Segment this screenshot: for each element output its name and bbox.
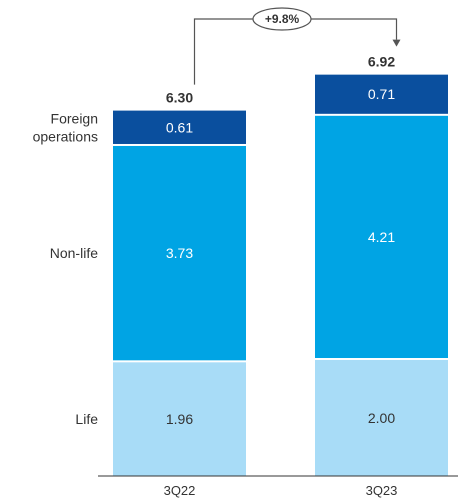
series-label-line: Foreign [51, 110, 98, 126]
category-tick-label: 3Q22 [164, 483, 196, 498]
growth-label: +9.8% [265, 12, 300, 26]
category-labels: 3Q22 3Q23 [164, 483, 398, 498]
data-label: 0.71 [368, 86, 395, 102]
bar-segment [315, 115, 448, 358]
bar-segment [113, 362, 246, 476]
growth-arrow-icon [392, 39, 401, 47]
growth-connector: +9.8% [193, 7, 401, 85]
series-label-line: operations [33, 128, 98, 144]
growth-badge [252, 7, 312, 31]
bar-segment [113, 145, 246, 361]
bar-group: 1.96 3.73 0.61 6.30 2.00 4.21 0.71 6.92 [113, 54, 448, 476]
data-label: 1.96 [166, 411, 193, 427]
category-tick-label: 3Q23 [366, 483, 398, 498]
data-label: 4.21 [368, 229, 395, 245]
series-label: Life [75, 411, 98, 427]
bar-segment [315, 74, 448, 114]
bar-segment [113, 110, 246, 144]
bar-segment [315, 360, 448, 476]
data-label: 3.73 [166, 245, 193, 261]
series-label-line: Non-life [50, 245, 98, 261]
total-label: 6.92 [368, 54, 395, 70]
series-label: Foreign operations [33, 110, 98, 144]
series-label: Non-life [50, 245, 98, 261]
legend-labels: Life Non-life Foreign operations [33, 110, 99, 427]
data-label: 0.61 [166, 119, 193, 135]
total-label: 6.30 [166, 90, 193, 106]
data-label: 2.00 [368, 410, 395, 426]
series-label-line: Life [75, 411, 98, 427]
